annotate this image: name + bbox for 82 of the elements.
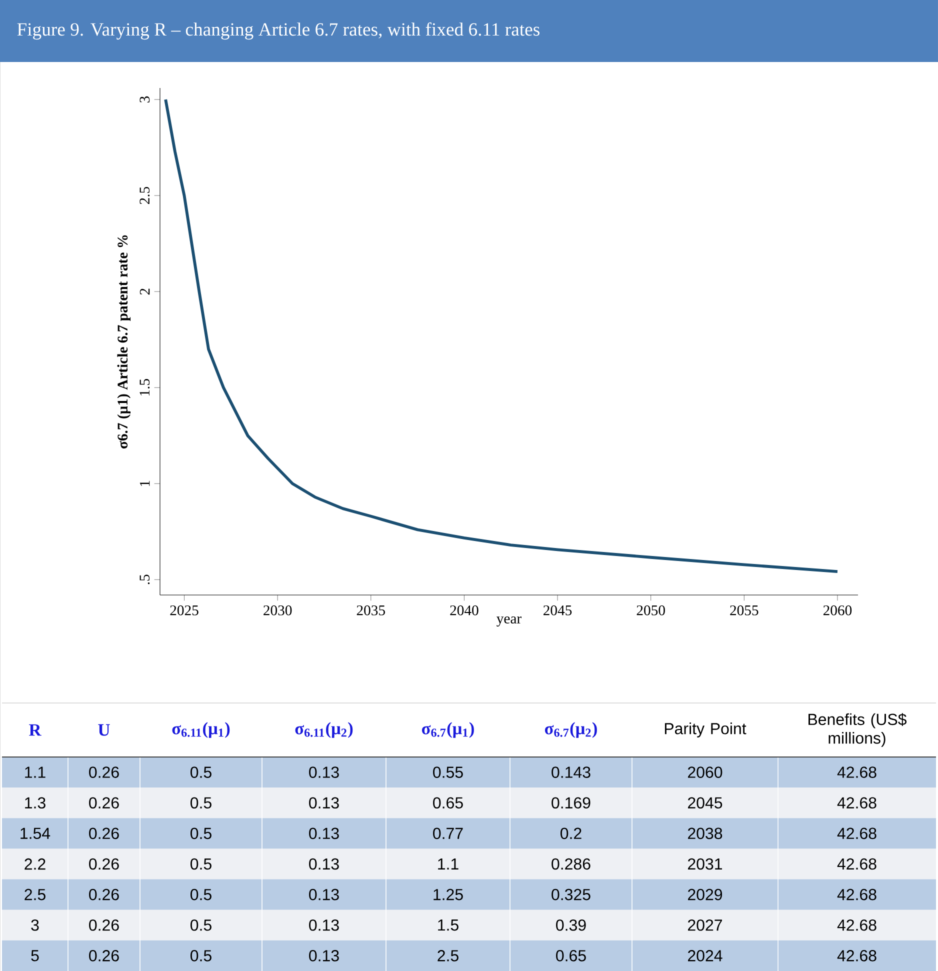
text: 2024 [688, 950, 722, 962]
text: 0.13 [309, 919, 339, 931]
x-axis-title: year [496, 616, 522, 627]
y-axis-title: σ6.7 (μ1) Article 6.7 patent rate % [117, 235, 131, 448]
x-tick-label: 2060 [823, 605, 852, 616]
text: 0.13 [309, 858, 339, 870]
x-tick-label: 2030 [264, 605, 292, 616]
text: 0.26 [89, 919, 119, 931]
x-tick-label: 2050 [636, 605, 665, 616]
y-tick-label: .5 [140, 574, 150, 584]
text: 0.77 [433, 828, 463, 840]
text: 0.26 [89, 828, 119, 840]
text: 42.68 [837, 828, 876, 840]
text: R [29, 724, 42, 736]
chart-title: Figure 9. Varying R – changing Article 6.7 rates, with fixed 6.11 rates [17, 22, 540, 40]
text: 0.39 [556, 919, 586, 931]
text: 0.5 [190, 888, 212, 900]
text: 0.5 [190, 858, 212, 870]
text: 2029 [688, 888, 722, 900]
text: 0.65 [433, 797, 463, 809]
text: 0.13 [309, 950, 339, 962]
text: σ$_{6.11}$(μ$_{1}$) [172, 722, 230, 738]
text: 42.68 [837, 950, 876, 962]
text: 0.286 [552, 858, 590, 870]
text: 0.5 [190, 797, 212, 809]
text: 2027 [688, 919, 722, 931]
x-tick-label: 2035 [356, 605, 385, 616]
text: 42.68 [837, 919, 876, 931]
text: 0.5 [190, 766, 212, 778]
text: 2.2 [24, 858, 46, 870]
text: 0.13 [309, 888, 339, 900]
y-tick-label: 2.5 [140, 186, 150, 204]
text: 0.5 [190, 919, 212, 931]
text: 0.2 [560, 828, 582, 840]
text: σ$_{6.7}$(μ$_{1}$) [422, 722, 474, 738]
text: 2031 [688, 858, 722, 870]
text: 2045 [688, 797, 722, 809]
text: 1.1 [438, 858, 458, 870]
text: 0.325 [552, 888, 590, 900]
text: 0.26 [89, 950, 119, 962]
text: 0.26 [89, 766, 119, 778]
text: U [98, 724, 110, 736]
text: 0.143 [552, 766, 590, 778]
text: 1.54 [20, 828, 50, 839]
text: 0.65 [556, 950, 586, 962]
text: 1.3 [25, 797, 46, 809]
text: 0.13 [309, 766, 339, 778]
text: 42.68 [837, 766, 876, 778]
text: 0.13 [309, 828, 339, 840]
text: 2.5 [438, 950, 458, 962]
text: Benefits (US$ millions) [808, 713, 907, 747]
y-tick-label: 1 [140, 480, 150, 486]
y-tick-label: 3 [140, 96, 150, 102]
text: 0.26 [89, 797, 119, 809]
text: 2038 [688, 828, 722, 840]
text: 1.5 [438, 920, 458, 931]
text: 42.68 [837, 858, 876, 870]
y-tick-label: 2 [140, 288, 150, 295]
x-tick-label: 2055 [730, 605, 758, 616]
text: 0.5 [190, 950, 212, 962]
text: 0.13 [309, 797, 339, 809]
text: 1.25 [434, 888, 463, 900]
text: 2060 [688, 766, 722, 778]
text: σ$_{6.7}$(μ$_{2}$) [544, 722, 597, 738]
text: 1.1 [25, 766, 46, 778]
text: 42.68 [837, 797, 876, 809]
text: 2.5 [24, 888, 46, 900]
text: Parity Point [664, 722, 746, 738]
text: 5 [31, 950, 39, 962]
x-tick-label: 2025 [170, 605, 198, 616]
text: 0.55 [433, 766, 463, 778]
line-series [164, 98, 839, 574]
text: 0.169 [552, 797, 590, 809]
text: 0.26 [89, 888, 119, 900]
text: 42.68 [837, 888, 876, 900]
text: σ$_{6.11}$(μ$_{2}$) [295, 722, 353, 738]
y-tick-label: 1.5 [140, 379, 150, 396]
text: 3 [31, 919, 39, 931]
text: 0.26 [89, 858, 119, 870]
x-tick-label: 2045 [544, 605, 572, 616]
text: 0.5 [190, 828, 212, 840]
x-tick-label: 2040 [450, 605, 478, 616]
